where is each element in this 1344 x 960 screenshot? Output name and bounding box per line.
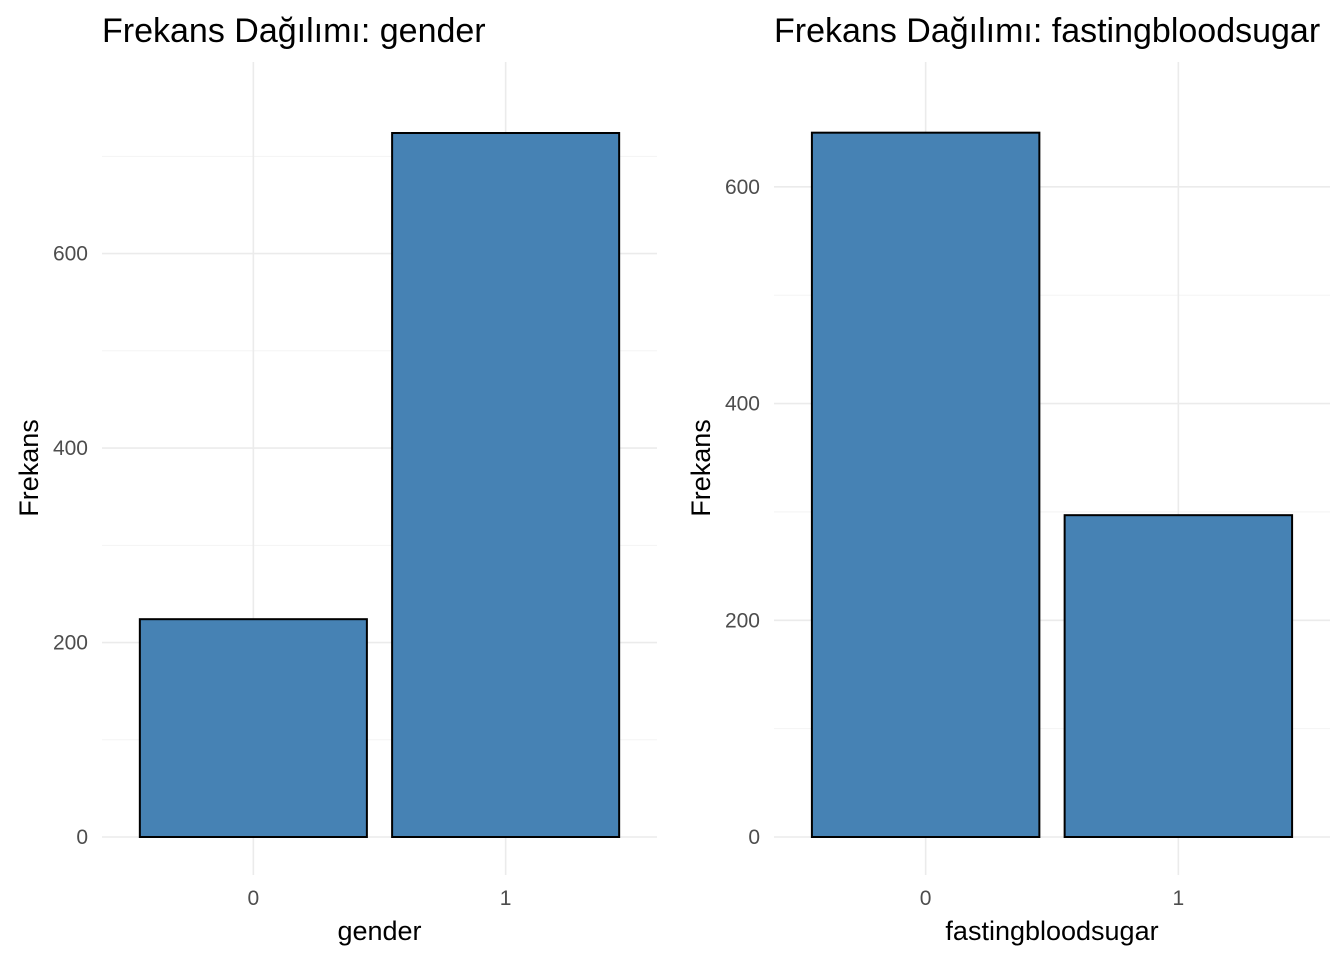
y-axis-label: Frekans	[686, 419, 716, 517]
y-tick-labels: 0 200 400 600	[53, 243, 88, 849]
y-tick-label: 600	[53, 243, 88, 266]
bar-0	[810, 131, 1041, 838]
chart-title: Frekans Dağılımı: gender	[102, 12, 486, 50]
bar-0	[138, 618, 368, 838]
y-tick-label: 200	[725, 609, 760, 632]
y-tick-label: 200	[53, 632, 88, 655]
x-tick-label: 0	[920, 887, 932, 910]
bar-1	[1063, 514, 1294, 838]
y-tick-label: 400	[725, 393, 760, 416]
bars	[810, 131, 1294, 838]
x-axis-label: fastingbloodsugar	[945, 916, 1158, 946]
bar-1	[391, 132, 621, 839]
y-tick-label: 0	[748, 826, 760, 849]
y-axis-label: Frekans	[14, 419, 44, 517]
chart-title: Frekans Dağılımı: fastingbloodsugar	[774, 12, 1320, 50]
y-tick-label: 0	[76, 826, 88, 849]
x-tick-label: 0	[248, 887, 260, 910]
y-tick-label: 600	[725, 176, 760, 199]
y-tick-labels: 0 200 400 600	[725, 176, 760, 849]
x-tick-label: 1	[500, 887, 512, 910]
y-tick-label: 400	[53, 437, 88, 460]
bars	[138, 132, 621, 839]
x-axis-label: gender	[337, 916, 421, 946]
x-tick-label: 1	[1173, 887, 1185, 910]
